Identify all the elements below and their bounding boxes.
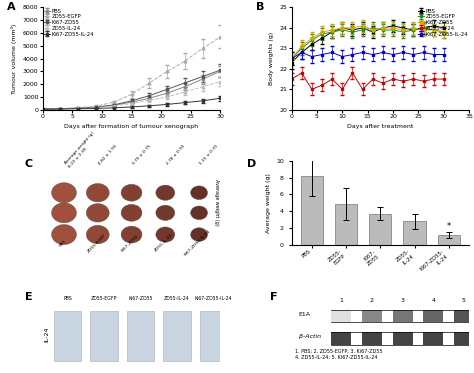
Bar — [392, 332, 413, 345]
Ellipse shape — [121, 204, 142, 221]
Bar — [438, 235, 460, 245]
Bar — [54, 311, 82, 361]
Text: Ki67-ZD55: Ki67-ZD55 — [128, 297, 153, 301]
Bar — [454, 310, 474, 322]
Bar — [200, 311, 227, 361]
Text: 1: 1 — [339, 298, 343, 303]
Legend: PBS, ZD55-EGFP, Ki67-ZD55, ZD55-IL-24, Ki67-ZD55-IL-24: PBS, ZD55-EGFP, Ki67-ZD55, ZD55-IL-24, K… — [44, 9, 94, 37]
Y-axis label: Average weight (g): Average weight (g) — [265, 173, 271, 233]
Text: E: E — [25, 292, 33, 302]
Text: ZD55-EGFP: ZD55-EGFP — [86, 233, 107, 253]
Bar — [362, 332, 382, 345]
Ellipse shape — [156, 227, 175, 242]
X-axis label: Days after formation of tumour xenograph: Days after formation of tumour xenograph — [64, 125, 199, 129]
Text: 2: 2 — [370, 298, 374, 303]
Text: Average weight (g): Average weight (g) — [214, 179, 219, 226]
Y-axis label: Body weights (g): Body weights (g) — [269, 32, 274, 85]
Text: E1A: E1A — [299, 312, 310, 317]
Y-axis label: Tumour volume (mm³): Tumour volume (mm³) — [11, 23, 18, 94]
Bar — [369, 214, 392, 245]
Bar — [362, 310, 382, 322]
Text: 4: 4 — [431, 298, 435, 303]
Text: 2.78 ± 0.93: 2.78 ± 0.93 — [165, 144, 185, 165]
Ellipse shape — [191, 228, 208, 241]
Text: D: D — [247, 159, 256, 169]
Text: 4.82 ± 1.93: 4.82 ± 1.93 — [98, 144, 118, 165]
Text: Ki67-ZD55-IL-24: Ki67-ZD55-IL-24 — [184, 229, 211, 257]
Ellipse shape — [121, 184, 142, 201]
Bar — [403, 221, 426, 245]
Text: ZD55-EGFP: ZD55-EGFP — [91, 297, 117, 301]
Bar — [90, 311, 118, 361]
Text: ZD55-IL-24: ZD55-IL-24 — [164, 297, 190, 301]
Text: IL-24: IL-24 — [45, 326, 49, 342]
Ellipse shape — [191, 186, 208, 200]
Text: B: B — [256, 2, 264, 12]
Ellipse shape — [52, 203, 76, 223]
Text: *: * — [447, 222, 451, 231]
Text: ZD55-IL-24: ZD55-IL-24 — [154, 233, 174, 253]
Legend: PBS, ZD55-EGFP, Ki67-ZD55, ZD55-IL-24, Ki67-ZD55-IL-24: PBS, ZD55-EGFP, Ki67-ZD55, ZD55-IL-24, K… — [418, 9, 468, 37]
Text: β-Actin: β-Actin — [299, 335, 321, 339]
Text: PBS: PBS — [63, 297, 72, 301]
Ellipse shape — [52, 183, 76, 203]
Bar — [335, 204, 357, 245]
Ellipse shape — [156, 205, 175, 220]
Ellipse shape — [191, 206, 208, 220]
Ellipse shape — [121, 226, 142, 243]
Bar — [163, 311, 191, 361]
Ellipse shape — [86, 184, 109, 202]
Text: C: C — [25, 159, 33, 169]
Text: Ki67-ZD55-IL-24: Ki67-ZD55-IL-24 — [194, 297, 232, 301]
Text: Average weight (g)
8.23 ± 2.39: Average weight (g) 8.23 ± 2.39 — [64, 131, 99, 168]
Ellipse shape — [86, 204, 109, 222]
Ellipse shape — [156, 185, 175, 200]
Text: Ki67-ZD55: Ki67-ZD55 — [120, 233, 140, 253]
Bar — [301, 176, 323, 245]
Text: 3: 3 — [401, 298, 405, 303]
Text: 1. PBS; 2. ZD55-EGFP; 3. Ki67-ZD55
4. ZD55-IL-24; 5. Ki67-ZD55-IL-24: 1. PBS; 2. ZD55-EGFP; 3. Ki67-ZD55 4. ZD… — [295, 349, 383, 360]
Text: F: F — [270, 292, 278, 302]
Bar — [331, 310, 351, 322]
Text: 1.15 ± 0.31: 1.15 ± 0.31 — [199, 144, 219, 165]
Text: PBS: PBS — [58, 239, 67, 248]
Bar — [423, 310, 443, 322]
Bar — [423, 332, 443, 345]
Bar — [331, 332, 351, 345]
X-axis label: Days after treatment: Days after treatment — [347, 125, 414, 129]
Ellipse shape — [52, 225, 76, 245]
Text: 5: 5 — [462, 298, 466, 303]
Bar — [454, 332, 474, 345]
Ellipse shape — [86, 225, 109, 244]
Bar — [392, 310, 413, 322]
Text: A: A — [7, 2, 16, 12]
Bar — [127, 311, 154, 361]
Text: 3.70 ± 0.75: 3.70 ± 0.75 — [131, 144, 152, 165]
